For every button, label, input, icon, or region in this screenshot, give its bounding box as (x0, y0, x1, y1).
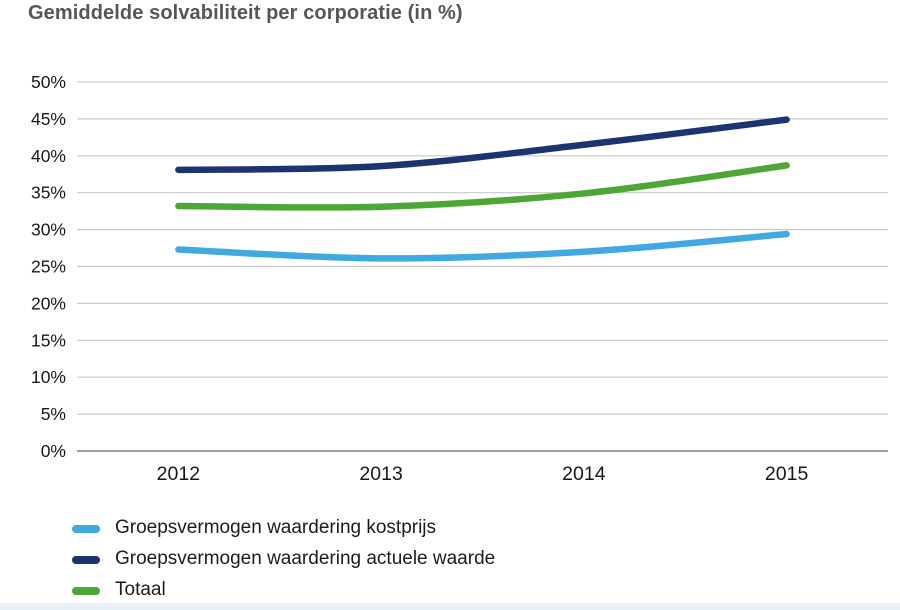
legend-label: Groepsvermogen waardering kostprijs (115, 517, 437, 538)
legend-item-actuele-waarde: Groepsvermogen waardering actuele waarde (72, 544, 495, 575)
solvency-line-chart: 0% 5% 10% 15% 20% 25% 30% 35% 40% 45% 50% 2012 2013 2… (31, 72, 888, 485)
y-tick-label: 20% (31, 293, 66, 313)
y-tick-label: 40% (31, 146, 66, 166)
legend-swatch-actuele-waarde (72, 555, 100, 564)
series-line-0 (175, 230, 790, 262)
y-tick-label: 15% (31, 330, 66, 350)
chart-legend: Groepsvermogen waardering kostprijs Groe… (72, 513, 495, 606)
y-tick-label: 50% (31, 72, 66, 92)
chart-title: Gemiddelde solvabiliteit per corporatie … (28, 2, 463, 24)
x-tick-label: 2012 (157, 463, 200, 485)
y-tick-label: 35% (31, 183, 66, 203)
x-tick-label: 2015 (765, 463, 809, 485)
legend-swatch-totaal (72, 586, 100, 595)
legend-label: Groepsvermogen waardering actuele waarde (115, 548, 496, 569)
y-tick-label: 45% (31, 109, 66, 129)
legend-label: Totaal (115, 579, 166, 600)
legend-item-kostprijs: Groepsvermogen waardering kostprijs (72, 513, 495, 544)
y-tick-label: 0% (41, 441, 66, 461)
y-tick-label: 30% (31, 220, 66, 240)
x-tick-label: 2014 (562, 463, 606, 485)
legend-item-totaal: Totaal (72, 575, 495, 606)
series-line-1 (175, 116, 790, 174)
y-tick-label: 5% (41, 404, 66, 424)
y-tick-label: 25% (31, 257, 66, 277)
series-line-2 (175, 162, 790, 211)
x-tick-label: 2013 (359, 463, 402, 485)
bottom-strip (0, 603, 900, 610)
legend-swatch-kostprijs (72, 524, 100, 533)
y-tick-label: 10% (31, 367, 66, 387)
